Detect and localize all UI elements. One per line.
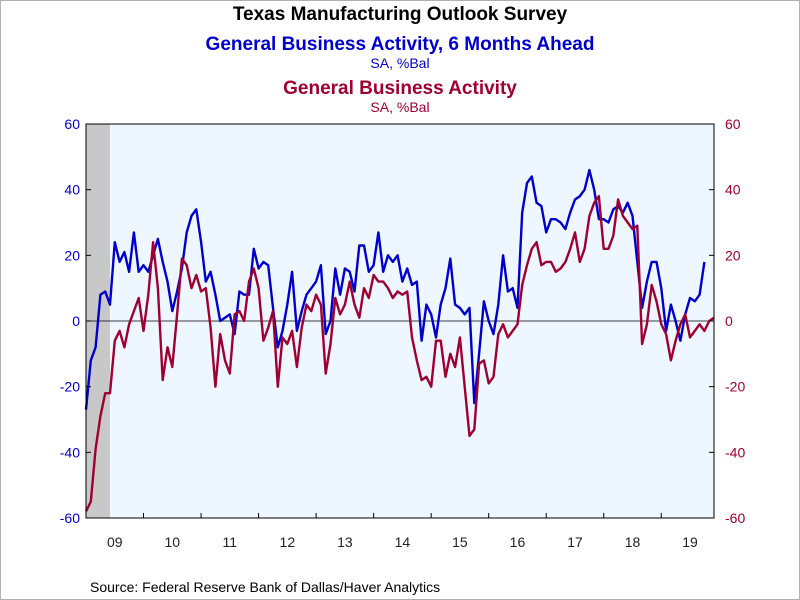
x-tick-label: 13 xyxy=(337,534,353,550)
y-right-tick-label: -60 xyxy=(725,510,745,526)
series-layer xyxy=(84,168,715,512)
y-left-tick-label: 60 xyxy=(64,116,80,132)
source-note: Source: Federal Reserve Bank of Dallas/H… xyxy=(90,579,440,595)
x-tick-label: 11 xyxy=(223,534,238,550)
y-left-tick-label: -40 xyxy=(60,444,80,460)
y-left-tick-label: 20 xyxy=(64,247,80,263)
series-1-subtitle: SA, %Bal xyxy=(370,55,429,71)
y-left-tick-label: -60 xyxy=(60,510,80,526)
x-tick-label: 14 xyxy=(395,534,411,550)
y-right-tick-label: 60 xyxy=(725,116,741,132)
y-right-tick-label: 0 xyxy=(725,313,733,329)
y-left-tick-label: -20 xyxy=(60,379,80,395)
y-right-tick-label: -20 xyxy=(725,379,745,395)
y-right-tick-label: -40 xyxy=(725,444,745,460)
y-left-tick-label: 0 xyxy=(72,313,80,329)
series-2-subtitle: SA, %Bal xyxy=(370,99,429,115)
chart-title: Texas Manufacturing Outlook Survey xyxy=(233,4,568,25)
axis-layer: -60 -40 -20 0 20 40 60 -60 -40 -20 0 20 40 60 09 10 11 12… xyxy=(60,116,746,550)
x-tick-label: 16 xyxy=(510,534,526,550)
x-tick-label: 15 xyxy=(452,534,468,550)
y-left-tick-label: 40 xyxy=(64,182,80,198)
x-tick-label: 17 xyxy=(567,534,583,550)
x-tick-label: 12 xyxy=(280,534,296,550)
y-right-tick-label: 20 xyxy=(725,247,741,263)
x-tick-label: 19 xyxy=(682,534,698,550)
series-line-2 xyxy=(84,194,715,512)
y-right-tick-label: 40 xyxy=(725,182,741,198)
series-2-title: General Business Activity xyxy=(283,78,517,99)
x-tick-label: 10 xyxy=(165,534,181,550)
x-tick-label: 09 xyxy=(107,534,123,550)
x-tick-label: 18 xyxy=(625,534,641,550)
series-1-title: General Business Activity, 6 Months Ahea… xyxy=(206,34,595,55)
